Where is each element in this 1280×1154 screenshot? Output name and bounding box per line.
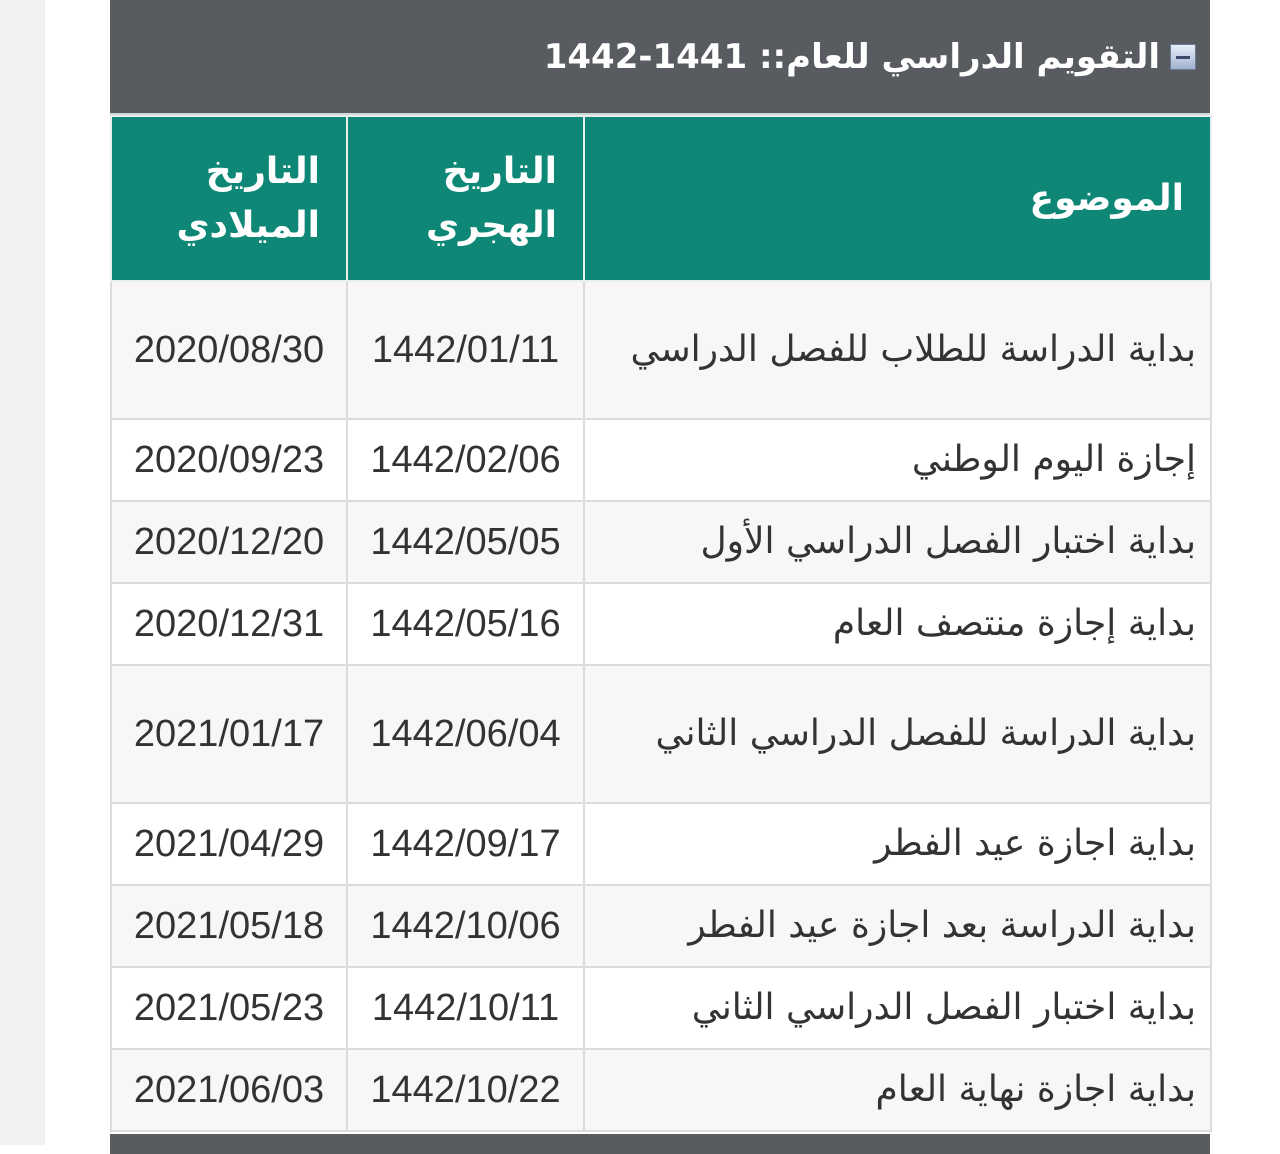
calendar-panel: التقويم الدراسي للعام:: 1441-1442 الموضو…	[110, 0, 1212, 1154]
table-row: بداية الدراسة بعد اجازة عيد الفطر 1442/10…	[110, 884, 1212, 968]
cell-topic: بداية الدراسة للفصل الدراسي الثاني	[583, 664, 1212, 804]
table-row: بداية الدراسة للطلاب للفصل الدراسي 1442/0…	[110, 280, 1212, 420]
cell-topic: بداية اختبار الفصل الدراسي الثاني	[583, 966, 1212, 1050]
cell-gregorian: 2020/12/31	[110, 582, 348, 666]
page-side-strip	[0, 0, 45, 1145]
table-row: بداية إجازة منتصف العام 1442/05/16 2020/12…	[110, 582, 1212, 666]
cell-gregorian: 2021/01/17	[110, 664, 348, 804]
cell-topic: بداية اجازة عيد الفطر	[583, 802, 1212, 886]
table-row: بداية اختبار الفصل الدراسي الأول 1442/05/…	[110, 500, 1212, 584]
table-row: إجازة اليوم الوطني 1442/02/06 2020/09/23	[110, 418, 1212, 502]
cell-hijri: 1442/05/05	[346, 500, 585, 584]
collapse-icon[interactable]	[1170, 43, 1196, 70]
cell-hijri: 1442/05/16	[346, 582, 585, 666]
cell-topic: بداية إجازة منتصف العام	[583, 582, 1212, 666]
cell-gregorian: 2021/04/29	[110, 802, 348, 886]
header-topic: الموضوع	[583, 115, 1212, 282]
header-hijri: التاريخ الهجري	[346, 115, 585, 282]
panel-title-bar: التقويم الدراسي للعام:: 1441-1442	[110, 0, 1210, 115]
cell-gregorian: 2021/05/23	[110, 966, 348, 1050]
cell-hijri: 1442/02/06	[346, 418, 585, 502]
cell-gregorian: 2020/12/20	[110, 500, 348, 584]
cell-hijri: 1442/10/22	[346, 1048, 585, 1132]
cell-gregorian: 2020/08/30	[110, 280, 348, 420]
cell-topic: بداية الدراسة بعد اجازة عيد الفطر	[583, 884, 1212, 968]
cell-topic: بداية الدراسة للطلاب للفصل الدراسي	[583, 280, 1212, 420]
panel-footer-bar	[110, 1134, 1210, 1154]
table-row: بداية اختبار الفصل الدراسي الثاني 1442/10…	[110, 966, 1212, 1050]
cell-hijri: 1442/09/17	[346, 802, 585, 886]
cell-hijri: 1442/10/06	[346, 884, 585, 968]
cell-topic: بداية اختبار الفصل الدراسي الأول	[583, 500, 1212, 584]
cell-topic: بداية اجازة نهاية العام	[583, 1048, 1212, 1132]
table-row: بداية اجازة عيد الفطر 1442/09/17 2021/04/2…	[110, 802, 1212, 886]
calendar-table: الموضوع التاريخ الهجري التاريخ الميلادي …	[110, 115, 1212, 1132]
header-gregorian: التاريخ الميلادي	[110, 115, 348, 282]
panel-title: التقويم الدراسي للعام:: 1441-1442	[543, 36, 1160, 77]
cell-topic: إجازة اليوم الوطني	[583, 418, 1212, 502]
table-row: بداية الدراسة للفصل الدراسي الثاني 1442/0…	[110, 664, 1212, 804]
cell-hijri: 1442/01/11	[346, 280, 585, 420]
cell-gregorian: 2021/05/18	[110, 884, 348, 968]
cell-hijri: 1442/10/11	[346, 966, 585, 1050]
cell-hijri: 1442/06/04	[346, 664, 585, 804]
table-header-row: الموضوع التاريخ الهجري التاريخ الميلادي	[110, 115, 1212, 282]
cell-gregorian: 2021/06/03	[110, 1048, 348, 1132]
table-row: بداية اجازة نهاية العام 1442/10/22 2021/06…	[110, 1048, 1212, 1132]
cell-gregorian: 2020/09/23	[110, 418, 348, 502]
